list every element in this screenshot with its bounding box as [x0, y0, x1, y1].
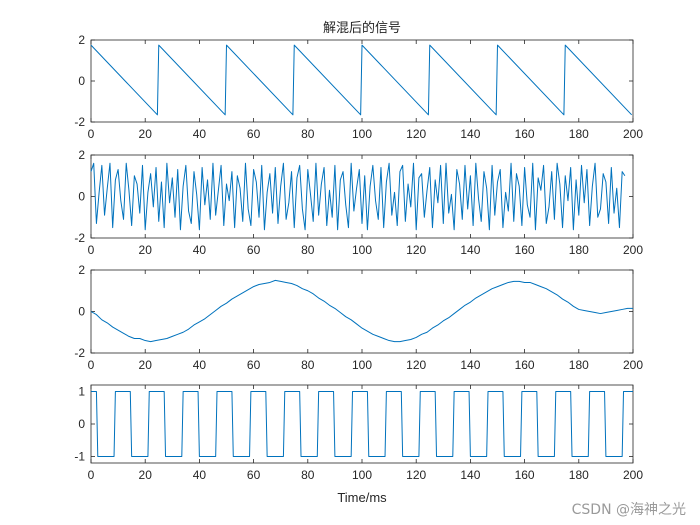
- x-tick-label: 60: [247, 358, 261, 372]
- x-tick-label: 20: [139, 243, 153, 257]
- x-tick-label: 60: [247, 468, 261, 482]
- x-tick-label: 180: [569, 358, 589, 372]
- subplot-3: 0 20 40 60 80 100 120 140 160 180 200-202: [74, 263, 643, 372]
- x-tick-label: 200: [623, 468, 643, 482]
- x-tick-label: 20: [139, 127, 153, 141]
- x-tick-label: 0: [88, 243, 95, 257]
- csdn-watermark: CSDN @海神之光: [571, 502, 686, 518]
- x-tick-label: 80: [301, 127, 315, 141]
- x-tick-label: 100: [352, 468, 372, 482]
- y-tick-label: 0: [78, 74, 85, 88]
- y-tick-label: -2: [74, 231, 85, 245]
- x-tick-label: 120: [406, 468, 426, 482]
- x-tick-label: 200: [623, 243, 643, 257]
- x-tick-label: 0: [88, 127, 95, 141]
- y-tick-label: 0: [78, 417, 85, 431]
- x-tick-label: 100: [352, 127, 372, 141]
- axes-frame: [90, 269, 634, 354]
- x-tick-label: 80: [301, 468, 315, 482]
- x-tick-label: 180: [569, 127, 589, 141]
- axes-frame: [90, 384, 634, 464]
- x-tick-label: 0: [88, 468, 95, 482]
- x-tick-label: 140: [460, 358, 480, 372]
- subplot-1: 0 20 40 60 80 100 120 140 160 180 200-202: [74, 33, 643, 141]
- x-tick-label: 40: [193, 358, 207, 372]
- x-tick-label: 40: [193, 468, 207, 482]
- x-tick-label: 160: [515, 358, 535, 372]
- x-tick-label: 140: [460, 468, 480, 482]
- subplot-2: 0 20 40 60 80 100 120 140 160 180 200-202: [74, 148, 643, 257]
- x-tick-label: 120: [406, 127, 426, 141]
- x-tick-label: 200: [623, 127, 643, 141]
- series-line: [90, 44, 633, 116]
- x-tick-label: 60: [247, 243, 261, 257]
- x-tick-label: 60: [247, 127, 261, 141]
- x-tick-label: 160: [515, 243, 535, 257]
- x-tick-label: 40: [193, 127, 207, 141]
- x-tick-label: 0: [88, 358, 95, 372]
- y-tick-label: 2: [78, 263, 85, 277]
- axes-frame: [90, 154, 634, 239]
- x-tick-label: 120: [406, 358, 426, 372]
- x-tick-label: 80: [301, 358, 315, 372]
- x-tick-label: 40: [193, 243, 207, 257]
- series-line: [90, 162, 626, 231]
- x-tick-label: 20: [139, 358, 153, 372]
- x-tick-label: 20: [139, 468, 153, 482]
- x-tick-label: 160: [515, 127, 535, 141]
- x-tick-label: 200: [623, 358, 643, 372]
- x-tick-label: 180: [569, 243, 589, 257]
- x-tick-label: 100: [352, 358, 372, 372]
- x-tick-label: 120: [406, 243, 426, 257]
- x-tick-label: 180: [569, 468, 589, 482]
- y-tick-label: 2: [78, 33, 85, 47]
- y-tick-label: 0: [78, 305, 85, 319]
- figure-title: 解混后的信号: [323, 20, 401, 36]
- series-line: [90, 279, 633, 343]
- y-tick-label: -2: [74, 346, 85, 360]
- series-line: [91, 391, 633, 457]
- y-tick-label: 0: [78, 190, 85, 204]
- y-tick-label: 1: [78, 385, 85, 399]
- x-tick-label: 80: [301, 243, 315, 257]
- x-tick-label: 160: [515, 468, 535, 482]
- x-tick-label: 140: [460, 243, 480, 257]
- x-axis-label: Time/ms: [337, 490, 387, 505]
- y-tick-label: -2: [74, 115, 85, 129]
- y-tick-label: -1: [74, 450, 85, 464]
- x-tick-label: 100: [352, 243, 372, 257]
- y-tick-label: 2: [78, 148, 85, 162]
- x-tick-label: 140: [460, 127, 480, 141]
